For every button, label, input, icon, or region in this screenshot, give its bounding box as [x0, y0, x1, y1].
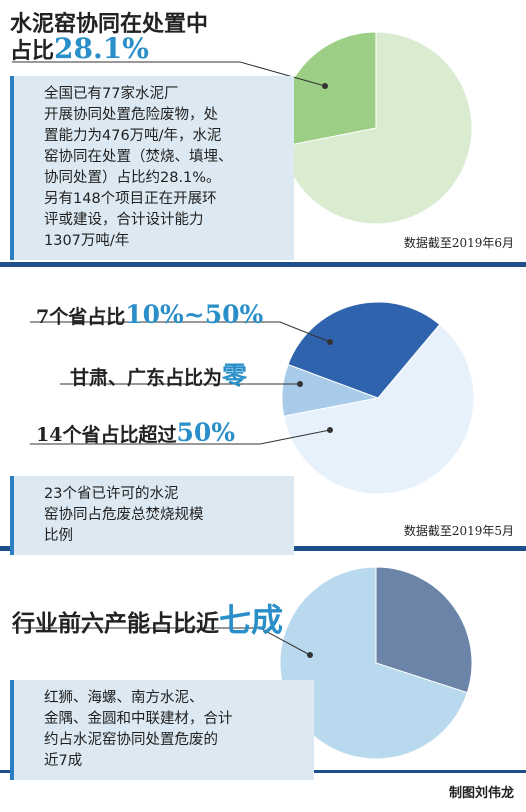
leader-line [12, 627, 311, 656]
leader-dot [307, 652, 313, 658]
text-line: 约占水泥窑协同处置危废的 [44, 732, 218, 748]
pie-slice [287, 301, 441, 399]
leader-dot [327, 427, 333, 433]
chart-title: 占比28.1% [10, 32, 149, 65]
pie-slice [283, 323, 475, 495]
annotation-highlight: 50% [176, 418, 235, 447]
annotation-highlight: 10%~50% [125, 300, 264, 329]
annotation-text: 7个省占比 [36, 306, 126, 328]
leader-line [30, 321, 331, 343]
text-line: 开展协同处置危险废物，处 [44, 107, 218, 123]
text-box: 23个省已许可的水泥窑协同占危废总焚烧规模 比例 [10, 476, 294, 555]
text-line: 近7成 [44, 753, 83, 769]
annotation-text: 甘肃、广东占比为 [70, 367, 223, 389]
text-line: 23个省已许可的水泥 [44, 486, 179, 502]
annotation: 7个省占比10%~50% [36, 300, 263, 329]
leader-dot [327, 339, 333, 345]
text-line: 红狮、海螺、南方水泥、 [44, 690, 204, 706]
text-line: 置能力为476万吨/年，水泥 [44, 128, 222, 144]
credit: 制图刘伟龙 [448, 786, 514, 801]
chart-title: 水泥窑协同在处置中 [10, 11, 209, 37]
text-line: 窑协同在处置（焚烧、填埋、 [44, 149, 233, 165]
text-box: 红狮、海螺、南方水泥、金隅、金圆和中联建材，合计 约占水泥窑协同处置危废的 近7成 [10, 680, 314, 780]
leader-dot [297, 381, 303, 387]
text-line: 比例 [44, 528, 73, 544]
text-line: 协同处置）占比约28.1%。 [44, 170, 221, 186]
value-label: 28.1% [54, 32, 149, 65]
annotation: 甘肃、广东占比为零 [70, 356, 247, 392]
text-line: 另有148个项目正在开展环 [44, 191, 217, 207]
text-line: 全国已有77家水泥厂 [44, 86, 179, 102]
pie-slice [279, 31, 377, 148]
chart-title: 行业前六产能占比近七成 [12, 595, 283, 641]
text-line: 1307万吨/年 [44, 233, 130, 249]
annotation-text: 14个省占比超过 [36, 424, 177, 446]
leader-line [30, 429, 331, 445]
text-line: 评或建设，合计设计能力 [44, 212, 204, 228]
title-text: 行业前六产能占比近 [12, 610, 219, 637]
annotation: 14个省占比超过50% [36, 418, 235, 447]
text-line: 窑协同占危废总焚烧规模 [44, 507, 204, 523]
pie-slice [375, 566, 473, 694]
leader-dot [322, 83, 328, 89]
data-note: 数据截至2019年5月 [403, 524, 514, 538]
annotation-highlight: 零 [222, 361, 248, 390]
data-note: 数据截至2019年6月 [403, 236, 514, 250]
leader-line [12, 61, 326, 87]
text-line: 金隅、金圆和中联建材，合计 [44, 711, 233, 727]
text-box: 全国已有77家水泥厂开展协同处置危险废物，处 置能力为476万吨/年，水泥 窑协同在… [10, 76, 294, 260]
title-text: 占比 [10, 38, 55, 64]
separator [0, 262, 526, 267]
title-highlight: 七成 [219, 601, 284, 639]
pie-slice [281, 31, 473, 225]
